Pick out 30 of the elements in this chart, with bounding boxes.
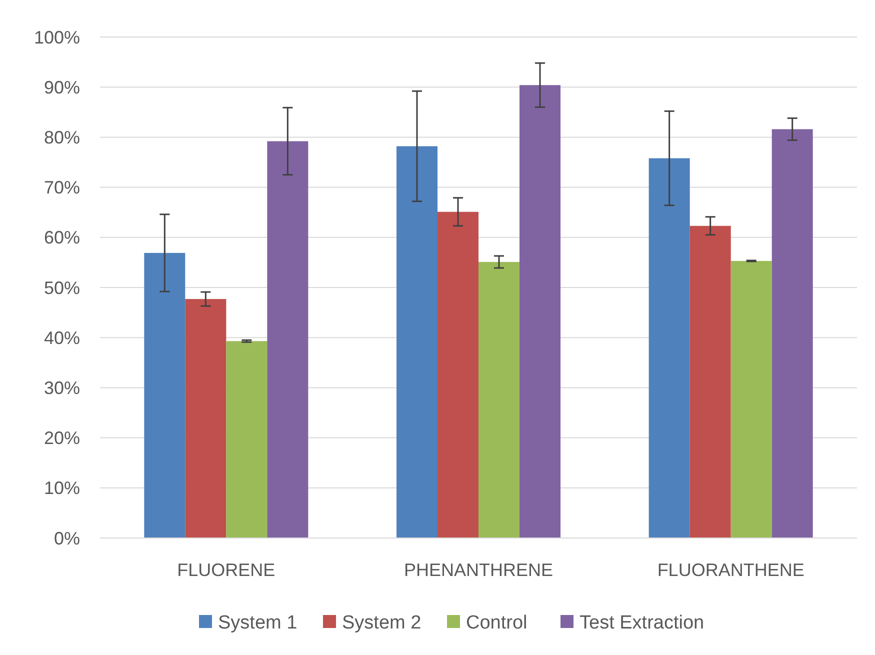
y-tick-label: 100% (34, 27, 80, 48)
bar (520, 85, 561, 538)
bar (396, 146, 438, 538)
legend-label: Test Extraction (580, 612, 704, 634)
bar (772, 129, 813, 538)
bar (690, 226, 731, 538)
bar (185, 299, 226, 538)
legend-label: System 2 (342, 612, 422, 634)
y-tick-label: 90% (44, 77, 80, 98)
bar (267, 141, 308, 538)
y-tick-label: 0% (54, 528, 80, 548)
y-tick-label: 70% (44, 178, 80, 198)
bar (437, 212, 478, 538)
bar (226, 341, 268, 538)
y-tick-label: 40% (44, 328, 80, 348)
y-tick-label: 20% (44, 428, 80, 448)
y-tick-label: 60% (44, 228, 80, 248)
x-tick-label: PHENANTHRENE (404, 560, 554, 580)
x-tick-label: FLUORENE (177, 560, 276, 580)
bar (478, 262, 520, 538)
x-tick-label: FLUORANTHENE (657, 560, 804, 580)
y-tick-label: 50% (44, 278, 80, 298)
y-tick-label: 30% (44, 378, 80, 398)
bar (648, 158, 690, 538)
y-tick-label: 10% (44, 478, 80, 498)
y-tick-label: 80% (44, 128, 80, 148)
bar (144, 252, 186, 538)
legend-label: Control (466, 612, 528, 634)
bar (730, 260, 772, 538)
legend-label: System 1 (218, 612, 298, 634)
